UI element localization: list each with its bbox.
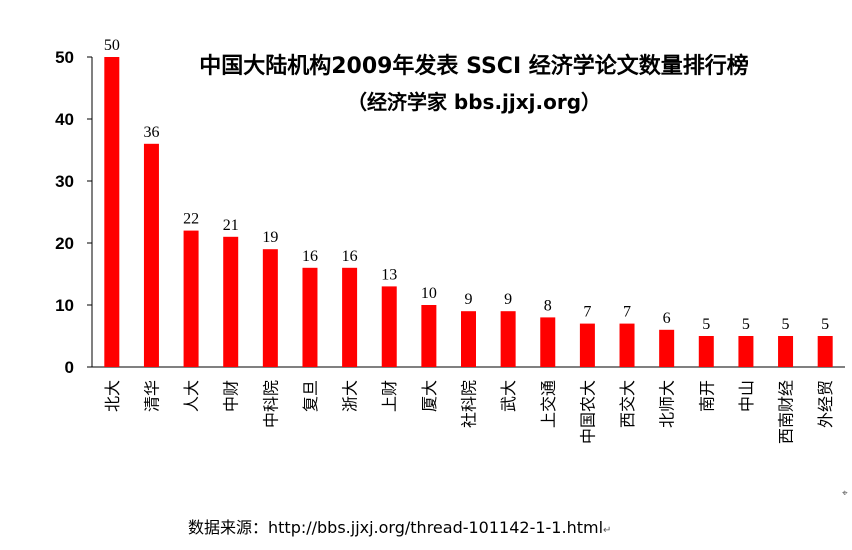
x-tick-label: 社科院	[460, 380, 479, 428]
bar	[302, 267, 318, 367]
x-tick-label: 西交大	[618, 380, 637, 428]
data-label: 9	[465, 291, 473, 308]
bar	[698, 336, 714, 367]
bar	[381, 286, 397, 367]
bar	[540, 317, 556, 367]
x-tick-label: 北大	[103, 380, 122, 412]
x-tick-label: 上财	[380, 380, 399, 412]
x-tick-label: 中国农大	[578, 380, 597, 444]
data-label: 9	[504, 291, 512, 308]
chart-title: 中国大陆机构2009年发表 SSCI 经济学论文数量排行榜	[199, 53, 749, 79]
x-tick-label: 复旦	[301, 380, 320, 412]
bar	[619, 323, 635, 367]
bar	[262, 249, 278, 367]
x-tick-label: 外经贸	[816, 380, 835, 428]
bar	[342, 267, 358, 367]
data-label: 10	[421, 285, 437, 302]
data-label: 8	[544, 297, 552, 314]
bar	[738, 336, 754, 367]
bar	[461, 311, 476, 367]
x-tick-label: 西南财经	[777, 380, 796, 444]
bar	[500, 311, 516, 367]
bar	[421, 305, 437, 367]
data-label: 19	[262, 229, 278, 246]
x-tick-label: 中财	[222, 380, 241, 412]
bar	[817, 336, 833, 367]
bar	[143, 143, 159, 367]
data-label: 5	[782, 316, 790, 333]
x-tick-label: 清华	[142, 380, 161, 412]
y-tick-label: 50	[55, 48, 74, 67]
bar	[579, 323, 595, 367]
data-label: 36	[143, 124, 159, 141]
data-label: 13	[381, 266, 397, 283]
y-tick-label: 0	[65, 358, 74, 377]
paragraph-mark: ↵	[603, 525, 612, 536]
x-tick-label: 武大	[499, 380, 518, 412]
bar	[659, 329, 675, 367]
x-tick-label: 中山	[737, 380, 756, 412]
data-label: 5	[742, 316, 750, 333]
y-tick-label: 10	[55, 296, 74, 315]
source-text: 数据来源：http://bbs.jjxj.org/thread-101142-1…	[188, 518, 604, 537]
y-tick-label: 40	[55, 110, 74, 129]
data-label: 16	[342, 248, 358, 265]
x-tick-label: 北师大	[658, 380, 677, 428]
x-tick-label: 中科院	[261, 380, 280, 428]
data-label: 7	[623, 304, 631, 321]
data-label: 21	[223, 217, 239, 234]
corner-mark: ⌖	[842, 488, 848, 499]
x-tick-label: 厦大	[420, 380, 439, 412]
data-label: 16	[302, 248, 318, 265]
bars	[104, 57, 833, 367]
x-labels: 北大 清华 人大 中财 中科院 复旦 浙大 上财 厦大 社科院 武大 上交通 中国农大 西交大 北师大 南开中…	[103, 380, 835, 444]
y-tick-label: 30	[55, 172, 74, 191]
data-labels: 50 36 22 21 19 16 16 13 10 9 9 8 7 7 6 5 5 5 5	[104, 37, 829, 333]
data-label: 22	[183, 211, 199, 228]
data-label: 7	[583, 304, 591, 321]
y-tick-label: 20	[55, 234, 74, 253]
data-label: 6	[663, 310, 671, 327]
x-tick-label: 南开	[697, 380, 716, 412]
bar	[183, 230, 199, 367]
bar	[223, 236, 239, 367]
y-ticks: 0 10 20 30 40 50	[55, 48, 92, 377]
source-note: 数据来源：http://bbs.jjxj.org/thread-101142-1…	[188, 514, 611, 538]
bar	[778, 336, 794, 367]
x-tick-label: 上交通	[539, 380, 558, 428]
data-label: 5	[821, 316, 829, 333]
chart-subtitle: （经济学家 bbs.jjxj.org）	[347, 90, 601, 114]
bar	[104, 57, 120, 367]
x-tick-label: 人大	[182, 380, 201, 412]
data-label: 5	[702, 316, 710, 333]
x-tick-label: 浙大	[341, 380, 360, 412]
data-label: 50	[104, 37, 120, 54]
